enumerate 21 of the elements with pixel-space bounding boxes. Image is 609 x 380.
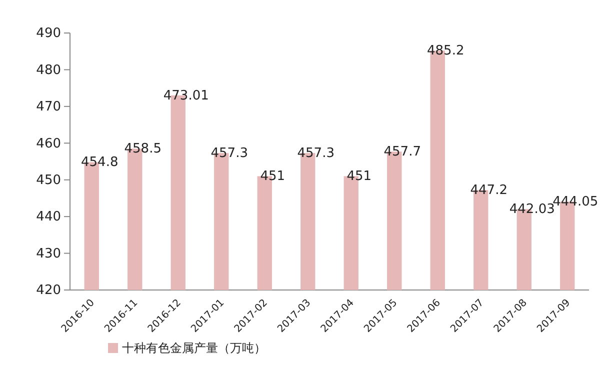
legend-label: 十种有色金属产量（万吨）	[122, 341, 266, 355]
data-label: 485.2	[427, 44, 464, 59]
data-label: 457.3	[210, 146, 248, 162]
y-tick-label: 480	[36, 62, 61, 78]
y-tick-label: 460	[36, 136, 61, 152]
data-label: 473.01	[163, 88, 209, 104]
data-label: 451	[346, 169, 372, 184]
y-tick-label: 450	[36, 173, 61, 188]
data-label: 451	[260, 169, 286, 184]
data-label: 457.3	[297, 146, 334, 162]
data-label: 447.2	[470, 183, 508, 198]
data-label: 458.5	[124, 142, 162, 157]
y-tick-label: 440	[36, 210, 61, 225]
y-tick-label: 420	[36, 283, 61, 298]
y-tick-label: 430	[36, 246, 61, 262]
data-label: 442.03	[509, 202, 555, 218]
data-label: 457.7	[384, 144, 421, 160]
y-tick-label: 490	[36, 26, 61, 42]
y-tick-label: 470	[36, 100, 61, 115]
data-label: 444.05	[552, 194, 598, 210]
data-label: 454.8	[81, 155, 118, 170]
